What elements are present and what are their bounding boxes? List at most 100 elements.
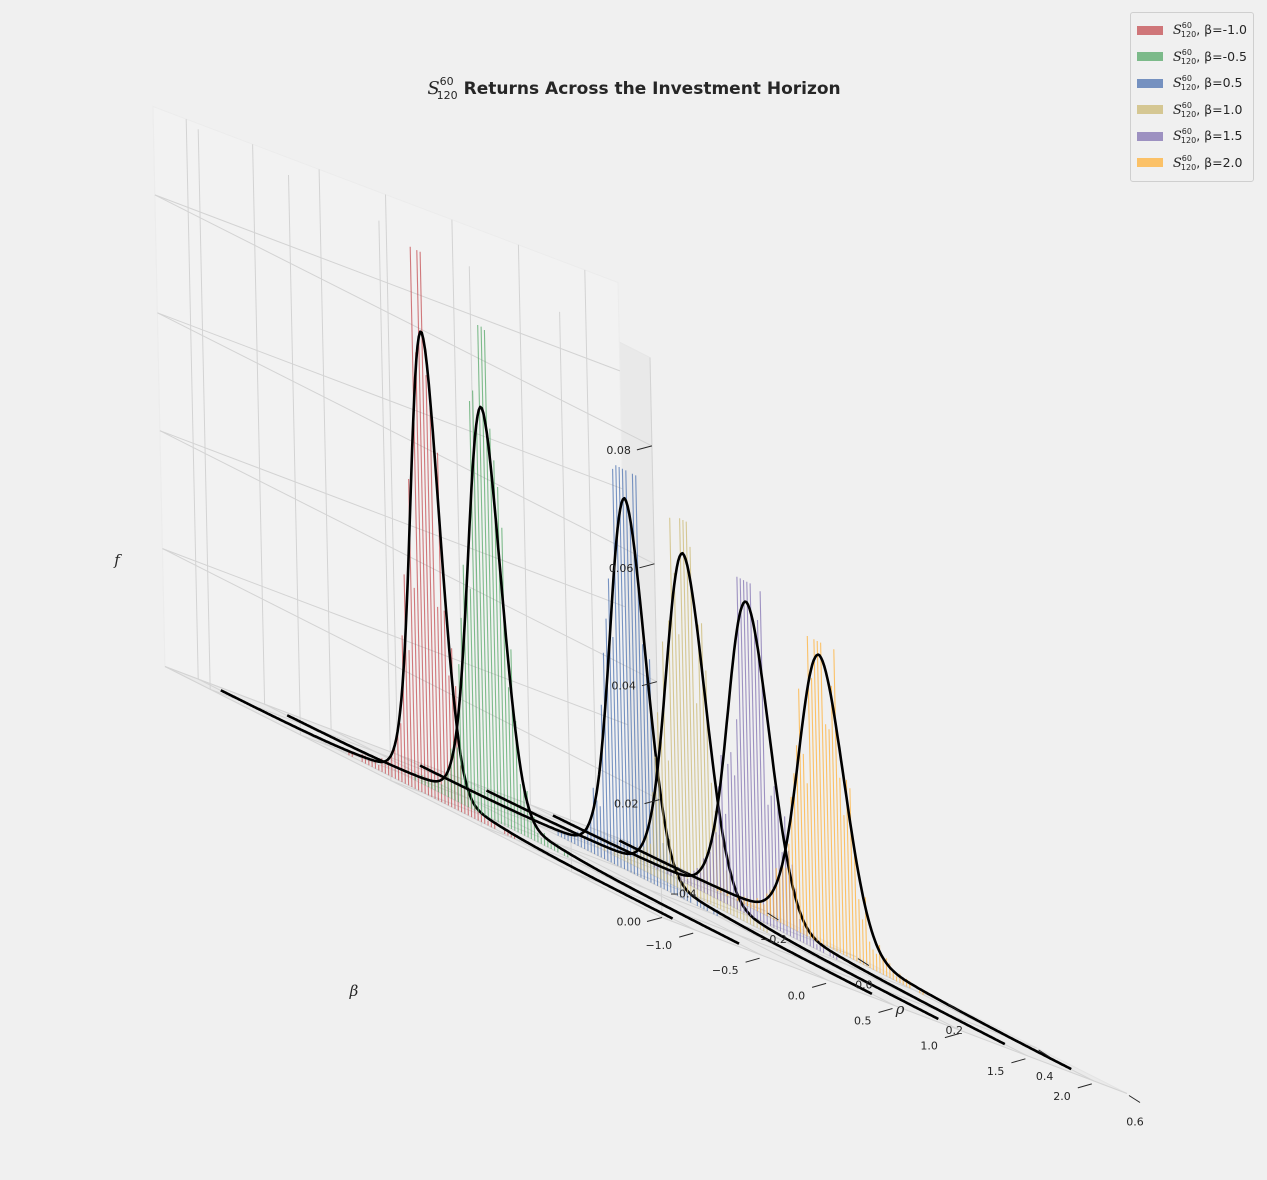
title-superscript: 60 (440, 75, 454, 88)
histogram-bar (833, 649, 841, 953)
y-tick-label: −0.5 (712, 964, 739, 977)
histogram-bar (456, 747, 460, 803)
histogram-bar (706, 859, 709, 895)
x-tick (767, 912, 779, 921)
z-tick-label: 0.00 (617, 916, 642, 929)
histogram-bar (458, 664, 463, 804)
histogram-bar (612, 468, 622, 868)
legend-symbol: S60120 (1172, 153, 1197, 172)
legend-symbol: S60120 (1172, 127, 1197, 146)
histogram-bar (483, 329, 496, 821)
histogram-bar (689, 546, 699, 898)
z-tick (644, 799, 660, 805)
grid-x-back (197, 129, 211, 690)
histogram-bar (869, 941, 871, 969)
histogram-bar (756, 619, 765, 923)
histogram-bar (661, 641, 669, 883)
histogram-bar (635, 475, 645, 880)
y-tick-label: −1.0 (645, 939, 672, 952)
density-curve (485, 551, 939, 1021)
legend-swatch (1136, 158, 1163, 168)
histogram-bar (785, 867, 788, 927)
histogram-bar (810, 678, 818, 942)
legend-symbol: S60120 (1172, 47, 1197, 66)
grid-y-side (517, 244, 531, 805)
legend-label: S60120, β=-1.0 (1172, 21, 1247, 40)
grid-y-side (385, 194, 398, 755)
histogram-bar (468, 400, 479, 813)
histogram-bar (825, 724, 831, 948)
grid-y-side (185, 119, 199, 680)
histogram-bar (599, 806, 602, 858)
title-symbol: S (427, 78, 439, 99)
y-tick (944, 1033, 960, 1039)
legend-symbol: S60120 (1172, 100, 1197, 119)
histogram-bar (425, 375, 436, 799)
histogram-bar (727, 763, 732, 907)
histogram-bar (782, 863, 785, 925)
histogram-bar (775, 868, 778, 922)
histogram-bar (462, 564, 469, 808)
grid-z-back (162, 548, 660, 801)
histogram-bar (813, 639, 821, 943)
y-tick (679, 932, 694, 938)
grid-x-back (378, 220, 392, 781)
grid-y-side (584, 269, 598, 830)
density-curve (552, 600, 1006, 1046)
axis-ticks: 0.00 0.02 0.04 0.06 0.08 −1.0 −0.5 0.0 0.5 1.0 1.5… (606, 444, 1143, 1129)
series-5 (618, 635, 1072, 1071)
legend-swatch (1136, 25, 1163, 35)
histogram-bar (401, 635, 406, 784)
histogram-bar (507, 687, 513, 829)
y-tick-label: 0.0 (788, 989, 806, 1002)
x-tick (948, 1003, 960, 1012)
z-tick (646, 917, 663, 922)
histogram-bar (625, 470, 635, 875)
histogram-bar (742, 580, 752, 917)
y-tick-label: 0.5 (854, 1015, 872, 1028)
x-tick-label: 0.2 (946, 1024, 964, 1037)
grid-y-side (318, 169, 332, 730)
grid-z-side (162, 548, 628, 726)
z-tick (641, 681, 658, 687)
grid-y-side (252, 144, 266, 705)
histogram-bar (734, 775, 738, 910)
density-curve (618, 653, 1072, 1071)
histogram-bar (685, 521, 695, 896)
x-tick (857, 958, 870, 967)
histogram-bar (697, 624, 705, 902)
density-curve (220, 330, 674, 920)
histogram-bar (646, 829, 649, 873)
histogram-bar (839, 777, 845, 955)
histogram-bar (779, 875, 782, 923)
histogram-bar (749, 583, 758, 920)
grid-x-back (288, 174, 301, 736)
histogram-bar (629, 514, 639, 876)
histogram-bar (746, 581, 755, 918)
histogram-bar (415, 352, 426, 794)
legend-item: S60120, β=1.5 (1136, 123, 1247, 150)
legend-label: S60120, β=1.5 (1172, 127, 1243, 146)
x-tick (1128, 1095, 1141, 1103)
legend-item: S60120, β=-1.0 (1136, 17, 1247, 44)
y-tick-label: 1.5 (987, 1065, 1005, 1078)
legend-swatch (1136, 131, 1163, 141)
z-tick-label: 0.08 (606, 444, 631, 457)
histogram-bar (820, 642, 828, 947)
legend-item: S60120, β=0.5 (1136, 70, 1247, 97)
histogram-bar (510, 649, 516, 831)
density-curve (419, 496, 873, 996)
y-tick (811, 982, 827, 988)
histogram-bar (649, 843, 652, 875)
histogram-bar (413, 587, 420, 791)
z-tick-label: 0.06 (609, 562, 634, 575)
y-tick (1077, 1083, 1092, 1089)
histogram-bar (403, 574, 410, 786)
grid-y-floor (330, 728, 829, 981)
histogram-bar (460, 617, 466, 806)
histogram-bar (736, 576, 745, 913)
x-axis-label: ρ (895, 1000, 905, 1018)
histogram-bar (656, 712, 662, 880)
histogram-bar (501, 527, 509, 828)
